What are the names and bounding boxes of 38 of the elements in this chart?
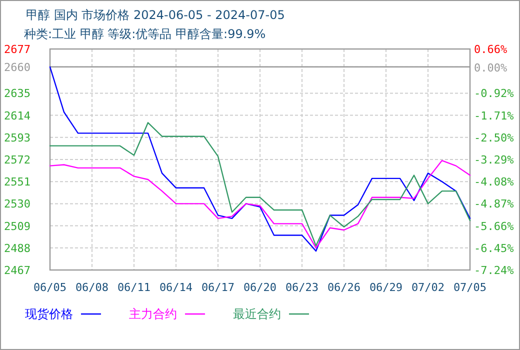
- x-tick-label: 07/05: [453, 281, 487, 294]
- x-tick-label: 06/05: [33, 281, 67, 294]
- y2-tick-label: 0.00%: [474, 61, 508, 74]
- y2-tick-label: -5.66%: [474, 220, 514, 233]
- chart-title: 甲醇 国内 市场价格 2024-06-05 - 2024-07-05: [26, 8, 285, 22]
- y-tick-label: 2614: [4, 109, 31, 122]
- y-tick-label: 2572: [4, 154, 30, 166]
- y-tick-label: 2530: [4, 198, 30, 211]
- y2-tick-label: -1.71%: [474, 109, 514, 122]
- x-tick-label: 06/14: [159, 281, 193, 294]
- x-tick-label: 06/20: [243, 281, 277, 294]
- x-tick-label: 07/02: [411, 281, 445, 294]
- y2-tick-label: -7.24%: [474, 264, 514, 277]
- x-tick-label: 06/26: [327, 281, 361, 294]
- y2-tick-label: -3.29%: [474, 154, 514, 166]
- y-tick-label: 2467: [4, 264, 30, 277]
- legend-label: 主力合约: [129, 307, 177, 321]
- y2-tick-label: -4.87%: [474, 198, 514, 211]
- y-tick-label: 2509: [4, 220, 30, 233]
- y-tick-label: 2677: [4, 43, 30, 56]
- y-tick-label: 2593: [4, 131, 30, 144]
- y2-tick-label: -6.45%: [474, 242, 514, 255]
- x-tick-label: 06/23: [285, 281, 319, 294]
- y-tick-label: 2660: [4, 60, 30, 74]
- y2-tick-label: 0.66%: [474, 43, 508, 56]
- x-tick-label: 06/08: [75, 281, 109, 294]
- y2-tick-label: -2.50%: [474, 131, 514, 144]
- y2-tick-label: -0.92%: [474, 87, 514, 100]
- x-tick-label: 06/29: [369, 281, 403, 294]
- y-tick-label: 2635: [4, 87, 30, 100]
- y-tick-label: 2488: [4, 242, 30, 255]
- legend-label: 最近合约: [233, 307, 281, 321]
- y2-tick-label: -4.08%: [474, 176, 514, 189]
- chart-subtitle: 种类:工业 甲醇 等级:优等品 甲醇含量:99.9%: [24, 27, 266, 41]
- legend-label: 现货价格: [25, 307, 73, 321]
- x-tick-label: 06/17: [201, 281, 235, 294]
- x-tick-label: 06/11: [117, 281, 151, 294]
- y-tick-label: 2551: [4, 176, 30, 189]
